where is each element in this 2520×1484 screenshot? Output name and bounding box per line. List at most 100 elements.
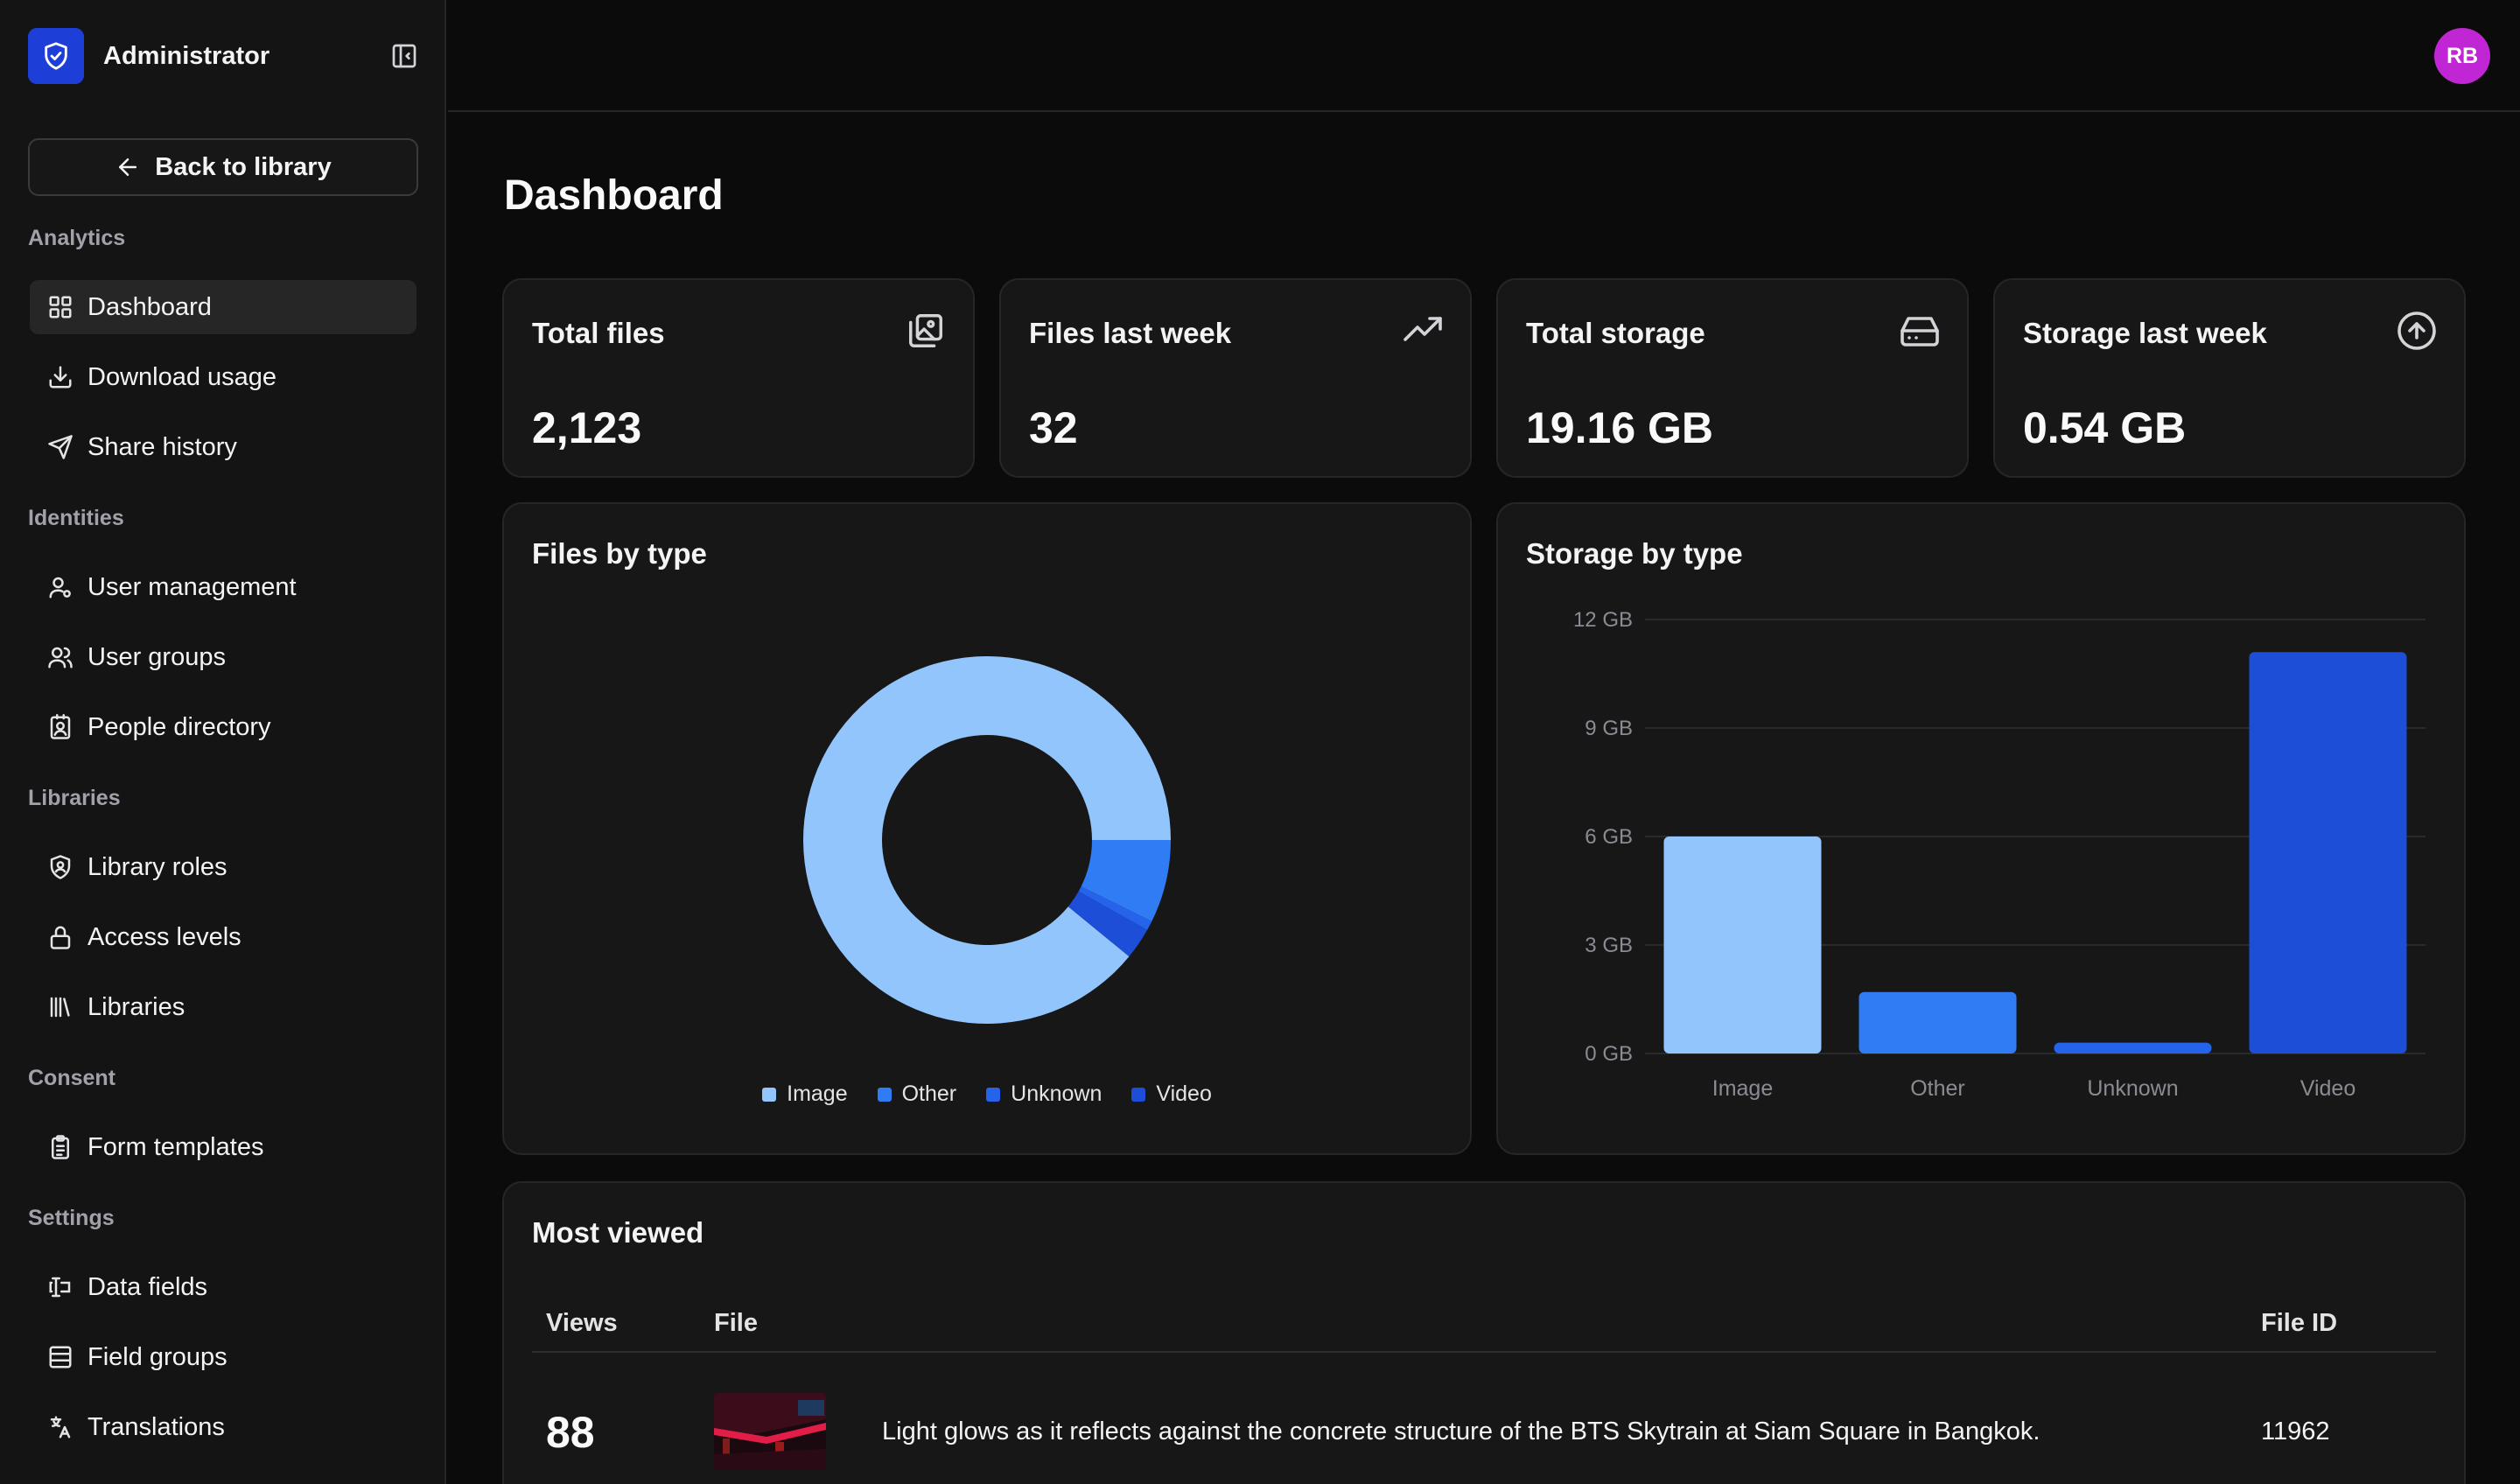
panel-left-icon <box>392 44 416 68</box>
sidebar-collapse-button[interactable] <box>388 40 420 72</box>
column-header-views[interactable]: Views <box>546 1309 618 1337</box>
sidebar-item-label: Form templates <box>88 1132 264 1161</box>
sidebar-item-data-fields[interactable]: Data fields <box>30 1260 416 1314</box>
shield-user-icon <box>46 852 75 882</box>
pie-slice-other[interactable] <box>1081 840 1171 921</box>
legend-label: Image <box>787 1082 848 1106</box>
sidebar-item-library-roles[interactable]: Library roles <box>30 840 416 894</box>
brand-name: Administrator <box>103 41 270 70</box>
storage-by-type-bar-chart: 0 GB 3 GB 6 GB 9 GB 12 GB Image Other Unknown Vi… <box>1573 608 2426 1101</box>
brand[interactable]: Administrator <box>28 28 270 84</box>
sidebar-item-field-groups[interactable]: Field groups <box>30 1330 416 1384</box>
legend-item-image[interactable]: Image <box>762 1082 848 1107</box>
user-gear-icon <box>46 572 75 602</box>
views-count: 88 <box>546 1408 595 1457</box>
legend-swatch <box>877 1087 892 1102</box>
sidebar-item-libraries[interactable]: Libraries <box>30 980 416 1034</box>
hard-drive-icon <box>1899 310 1941 352</box>
sidebar-item-label: Library roles <box>88 852 228 881</box>
stat-card-storage-last-week: Storage last week 0.54 GB <box>1993 278 2466 478</box>
page-title: Dashboard <box>504 172 724 219</box>
y-tick-label: 12 GB <box>1573 608 1633 632</box>
shield-check-icon <box>28 28 84 84</box>
translate-icon <box>46 1412 75 1442</box>
legend-label: Video <box>1156 1082 1212 1106</box>
sidebar-item-label: Libraries <box>88 992 186 1021</box>
column-header-file-id[interactable]: File ID <box>2261 1309 2338 1337</box>
x-tick-label: Unknown <box>2087 1076 2178 1101</box>
section-label-consent: Consent <box>28 1066 116 1090</box>
sidebar-item-label: Data fields <box>88 1272 208 1301</box>
clipboard-icon <box>46 1132 75 1162</box>
sidebar-item-label: People directory <box>88 712 271 741</box>
sidebar-item-label: Field groups <box>88 1342 228 1371</box>
table-row[interactable]: 88 Light glows as it reflects against th… <box>532 1354 2436 1470</box>
bar-video[interactable] <box>2249 652 2407 1054</box>
file-description: Light glows as it reflects against the c… <box>882 1418 2040 1446</box>
file-id: 11962 <box>2261 1418 2330 1446</box>
x-tick-label: Video <box>2300 1076 2356 1101</box>
sidebar-item-user-groups[interactable]: User groups <box>30 630 416 684</box>
sidebar-item-label: Dashboard <box>88 292 212 321</box>
stat-title: Total files <box>532 317 665 349</box>
legend-label: Other <box>901 1082 957 1106</box>
section-label-identities: Identities <box>28 506 124 530</box>
sidebar-item-label: Access levels <box>88 922 242 951</box>
sidebar-item-share-history[interactable]: Share history <box>30 420 416 474</box>
section-label-analytics: Analytics <box>28 226 126 250</box>
stat-value: 0.54 GB <box>2023 403 2187 452</box>
section-label-libraries: Libraries <box>28 786 121 810</box>
stat-value: 2,123 <box>532 403 642 452</box>
stat-card-total-files: Total files 2,123 <box>502 278 975 478</box>
file-thumbnail[interactable] <box>714 1393 826 1470</box>
trending-up-icon <box>1402 310 1444 352</box>
x-tick-label: Other <box>1910 1076 1965 1101</box>
files-by-type-card: Files by type Image Other Unknown Video <box>502 502 1472 1155</box>
back-to-library-button[interactable]: Back to library <box>28 138 418 196</box>
legend-label: Unknown <box>1011 1082 1102 1106</box>
legend-item-other[interactable]: Other <box>877 1082 957 1107</box>
pie-slice-video[interactable] <box>1068 891 1148 957</box>
stat-card-total-storage: Total storage 19.16 GB <box>1496 278 1969 478</box>
files-by-type-donut-chart <box>803 656 1171 1024</box>
storage-by-type-card: Storage by type 0 GB 3 GB 6 GB 9 GB 12 GB Ima… <box>1496 502 2466 1155</box>
y-tick-label: 6 GB <box>1585 825 1633 849</box>
sidebar-item-dashboard[interactable]: Dashboard <box>30 280 416 334</box>
sidebar-item-translations[interactable]: Translations <box>30 1400 416 1454</box>
x-tick-label: Image <box>1712 1076 1773 1101</box>
text-field-icon <box>46 1272 75 1302</box>
sidebar-item-label: User groups <box>88 642 226 671</box>
lock-icon <box>46 922 75 952</box>
sidebar-item-label: Translations <box>88 1412 225 1441</box>
y-tick-label: 9 GB <box>1585 717 1633 740</box>
sidebar-item-label: Share history <box>88 432 237 461</box>
bar-unknown[interactable] <box>2054 1042 2212 1054</box>
send-icon <box>46 432 75 462</box>
table-header: Views File File ID <box>532 1292 2436 1353</box>
users-icon <box>46 642 75 672</box>
bar-image[interactable] <box>1663 836 1822 1054</box>
legend-item-unknown[interactable]: Unknown <box>986 1082 1102 1107</box>
arrow-up-circle-icon <box>2396 310 2438 352</box>
sidebar-item-access-levels[interactable]: Access levels <box>30 910 416 964</box>
table-icon <box>46 1342 75 1372</box>
legend-swatch <box>986 1087 1001 1102</box>
stat-value: 19.16 GB <box>1526 403 1714 452</box>
legend-item-video[interactable]: Video <box>1131 1082 1212 1107</box>
bar-other[interactable] <box>1858 991 2017 1054</box>
card-title: Most viewed <box>532 1216 704 1249</box>
library-books-icon <box>46 992 75 1022</box>
pie-slice-unknown[interactable] <box>1078 886 1152 930</box>
sidebar-item-label: Download usage <box>88 362 277 391</box>
avatar[interactable]: RB <box>2434 28 2490 84</box>
column-header-file[interactable]: File <box>714 1309 758 1337</box>
sidebar-item-label: User management <box>88 572 297 601</box>
sidebar-item-user-management[interactable]: User management <box>30 560 416 614</box>
contact-book-icon <box>46 712 75 742</box>
stat-card-files-last-week: Files last week 32 <box>999 278 1472 478</box>
sidebar-item-people-directory[interactable]: People directory <box>30 700 416 754</box>
legend-swatch <box>1131 1087 1146 1102</box>
pie-slice-image[interactable] <box>803 656 1171 1024</box>
sidebar-item-form-templates[interactable]: Form templates <box>30 1120 416 1174</box>
sidebar-item-download-usage[interactable]: Download usage <box>30 350 416 404</box>
